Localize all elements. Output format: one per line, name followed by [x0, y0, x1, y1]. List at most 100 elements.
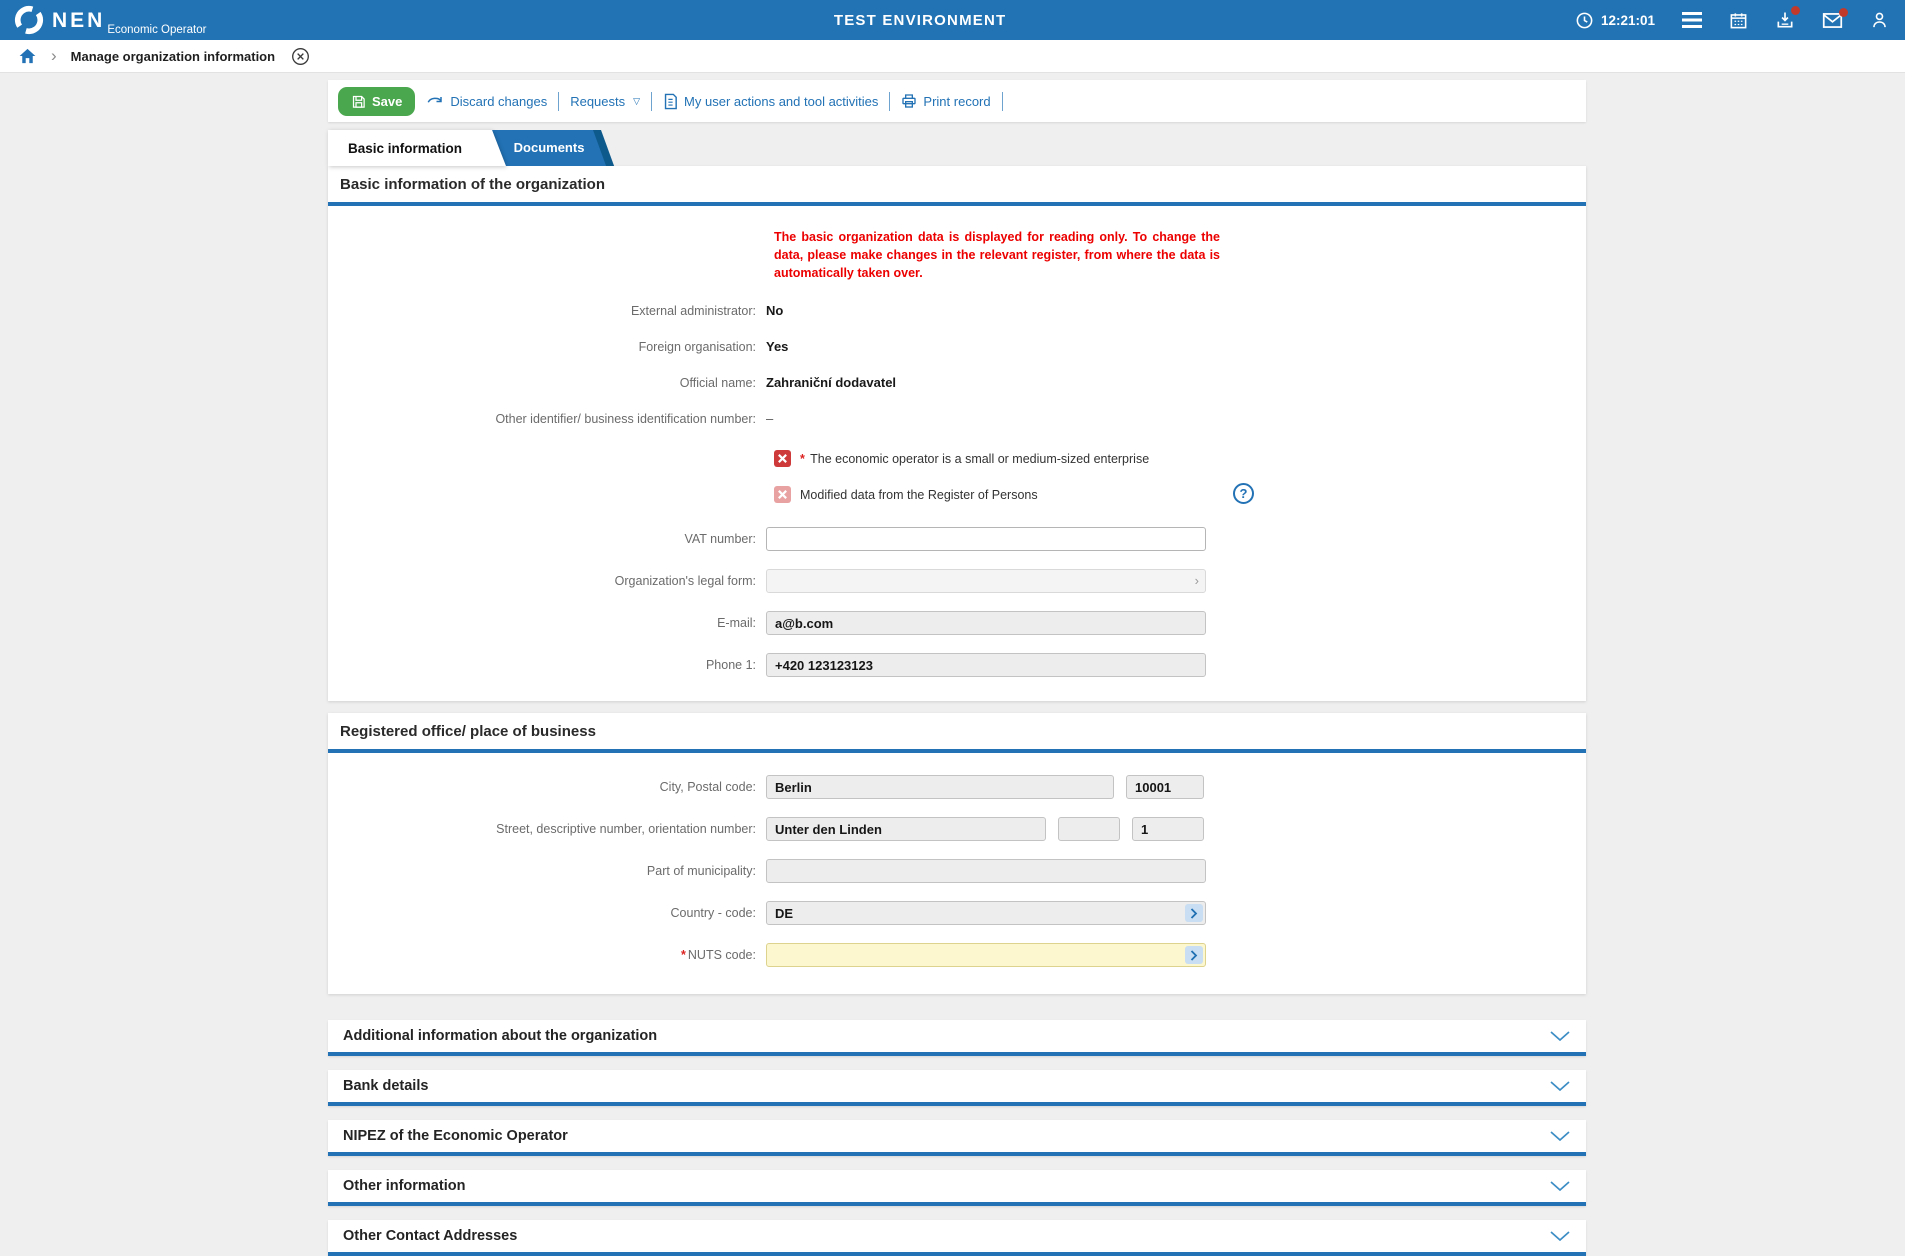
descriptive-number-input[interactable]: [1058, 817, 1120, 842]
vat-number-input[interactable]: [766, 527, 1206, 552]
section-other-information[interactable]: Other information: [328, 1170, 1586, 1207]
breadcrumb-separator-icon: ›: [51, 45, 57, 65]
required-marker: *: [800, 451, 805, 466]
basic-information-panel: Basic information of the organization Th…: [328, 166, 1586, 702]
toolbar-separator: [889, 91, 891, 111]
field-label: E-mail:: [717, 616, 756, 631]
tab-basic-information[interactable]: Basic information: [328, 130, 506, 166]
chevron-down-icon[interactable]: [1549, 1180, 1571, 1192]
checkbox-unchecked-icon[interactable]: [774, 450, 791, 468]
field-row-external-administrator: External administrator: No: [328, 303, 1586, 318]
close-tab-icon[interactable]: [291, 47, 310, 66]
field-label: VAT number:: [684, 532, 756, 547]
logo-title: NEN: [52, 8, 106, 32]
input-row-legal-form: Organization's legal form: ›: [328, 569, 1586, 594]
section-title: Other Contact Addresses: [343, 1228, 518, 1245]
input-row-municipality: Part of municipality:: [328, 859, 1586, 884]
section-title: Additional information about the organiz…: [343, 1028, 658, 1045]
app-header: NEN Economic Operator TEST ENVIRONMENT 1…: [0, 0, 1905, 40]
user-actions-button[interactable]: My user actions and tool activities: [663, 93, 878, 110]
section-title: Bank details: [343, 1078, 429, 1095]
section-title: NIPEZ of the Economic Operator: [343, 1128, 568, 1145]
save-icon: [351, 94, 366, 109]
clock-time: 12:21:01: [1600, 12, 1655, 28]
modified-register-label: Modified data from the Register of Perso…: [800, 487, 1038, 502]
postal-code-input[interactable]: [1126, 775, 1204, 800]
chevron-down-icon[interactable]: [1549, 1030, 1571, 1042]
clock-icon: [1575, 11, 1594, 30]
printer-icon: [901, 93, 917, 109]
help-icon[interactable]: ?: [1233, 483, 1254, 505]
phone-input[interactable]: [766, 653, 1206, 678]
field-label: Phone 1:: [705, 658, 756, 673]
app-logo[interactable]: NEN Economic Operator: [14, 5, 207, 36]
discard-changes-button[interactable]: Discard changes: [426, 94, 547, 109]
chevron-down-icon[interactable]: [1549, 1130, 1571, 1142]
save-button[interactable]: Save: [338, 86, 416, 116]
toolbar-separator: [651, 91, 653, 111]
field-value: Zahraniční dodavatel: [766, 375, 897, 391]
email-input[interactable]: [766, 611, 1206, 636]
field-label: * NUTS code:: [681, 948, 756, 963]
legal-form-input: [766, 569, 1206, 594]
document-icon: [663, 93, 678, 110]
nuts-code-input[interactable]: [766, 943, 1206, 968]
section-nipez[interactable]: NIPEZ of the Economic Operator: [328, 1120, 1586, 1157]
registered-office-panel: Registered office/ place of business Cit…: [328, 713, 1586, 995]
field-label: City, Postal code:: [659, 780, 756, 795]
record-tabs: Documents Basic information: [328, 130, 1586, 166]
municipality-input[interactable]: [766, 859, 1206, 884]
mail-icon[interactable]: [1822, 7, 1848, 29]
section-title-office: Registered office/ place of business: [328, 713, 1586, 754]
country-lookup-button[interactable]: [1185, 904, 1203, 923]
orientation-number-input[interactable]: [1132, 817, 1204, 842]
mail-badge: [1839, 7, 1848, 17]
field-row-other-identifier: Other identifier/ business identificatio…: [328, 411, 1586, 426]
nen-logo-icon: [14, 5, 44, 35]
logo-subtitle: Economic Operator: [107, 24, 207, 36]
checkbox-row-modified-register: Modified data from the Register of Perso…: [774, 483, 1586, 505]
section-other-contact-addresses[interactable]: Other Contact Addresses: [328, 1220, 1586, 1256]
chevron-down-icon[interactable]: [1549, 1080, 1571, 1092]
field-row-official-name: Official name: Zahraniční dodavatel: [328, 375, 1586, 390]
input-row-nuts-code: * NUTS code:: [328, 943, 1586, 968]
requests-dropdown-button[interactable]: Requests ▽: [570, 93, 641, 109]
calendar-icon[interactable]: [1729, 11, 1748, 30]
input-row-vat: VAT number:: [328, 527, 1586, 552]
field-label: Part of municipality:: [646, 864, 756, 879]
field-label: External administrator:: [630, 303, 756, 318]
input-row-phone: Phone 1:: [328, 653, 1586, 678]
discard-icon: [426, 94, 444, 109]
section-title: Other information: [343, 1178, 466, 1195]
record-toolbar: Save Discard changes Requests ▽ My user …: [328, 80, 1586, 122]
toolbar-separator: [558, 91, 560, 111]
toolbar-separator: [1001, 91, 1003, 111]
country-code-input[interactable]: [766, 901, 1206, 926]
home-icon[interactable]: [18, 47, 37, 65]
field-label: Country - code:: [670, 906, 756, 921]
field-label: Other identifier/ business identificatio…: [495, 411, 756, 426]
download-inbox-icon[interactable]: [1775, 6, 1800, 30]
dropdown-arrow-icon: ▽: [633, 95, 641, 106]
field-row-foreign-organisation: Foreign organisation: Yes: [328, 339, 1586, 354]
chevron-down-icon[interactable]: [1549, 1230, 1571, 1242]
field-value: Yes: [766, 339, 789, 355]
sme-checkbox-label: The economic operator is a small or medi…: [810, 451, 1150, 466]
street-input[interactable]: [766, 817, 1046, 842]
menu-icon[interactable]: [1682, 12, 1702, 28]
city-input[interactable]: [766, 775, 1114, 800]
section-bank-details[interactable]: Bank details: [328, 1070, 1586, 1107]
section-title-basic: Basic information of the organization: [328, 166, 1586, 206]
checkbox-unchecked-disabled-icon: [774, 486, 791, 504]
print-record-button[interactable]: Print record: [901, 93, 991, 109]
nuts-lookup-button[interactable]: [1185, 946, 1203, 965]
field-value: No: [766, 303, 784, 319]
field-value: –: [766, 411, 774, 427]
checkbox-row-sme: * The economic operator is a small or me…: [774, 450, 1586, 468]
field-label: Official name:: [679, 375, 756, 390]
user-icon[interactable]: [1870, 10, 1889, 30]
tab-documents[interactable]: Documents: [492, 130, 607, 166]
breadcrumb: › Manage organization information: [0, 40, 1905, 73]
download-badge: [1791, 6, 1800, 15]
section-additional-information[interactable]: Additional information about the organiz…: [328, 1020, 1586, 1057]
